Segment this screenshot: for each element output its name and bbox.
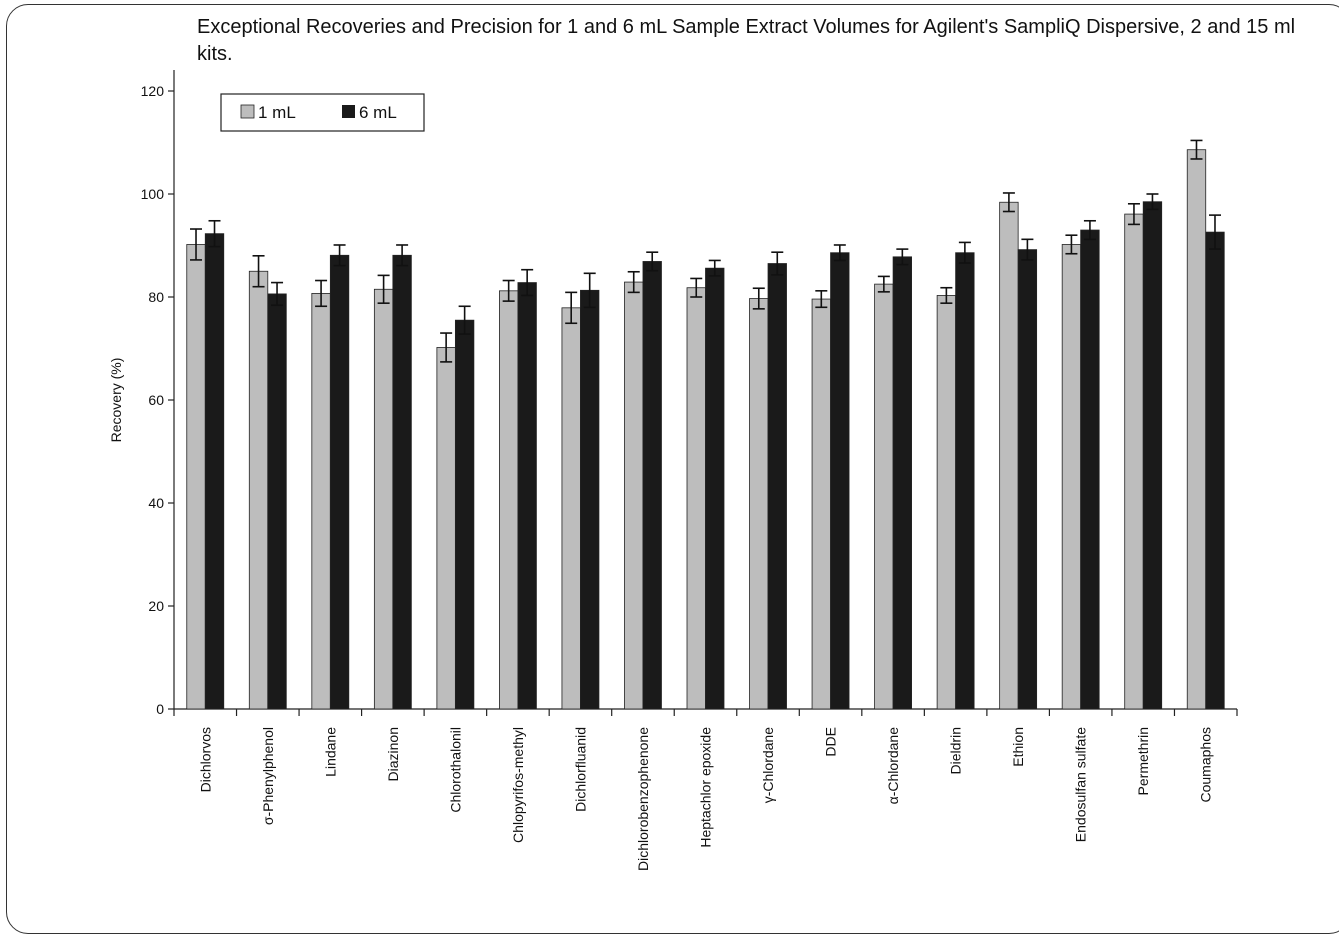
bar-6ml [580,289,600,710]
bar-6ml [830,252,850,710]
bar-6ml [1080,229,1100,710]
bar-6ml [204,233,225,710]
category-label: Heptachlor epoxide [698,727,714,848]
category-label: γ-Chlordane [760,727,776,803]
category-label: Dichlorobenzophenone [635,727,651,871]
bar-6ml [642,261,662,710]
bar-6ml [1017,249,1038,710]
y-tick-label: 120 [141,83,165,99]
bar-6ml [892,256,912,710]
category-label: Chlopyrifos-methyl [510,727,526,843]
y-tick-label: 60 [148,392,164,408]
bar-1ml [373,288,394,710]
legend-swatch-1ml [240,104,255,119]
bar-1ml [436,347,456,710]
bar-1ml [1124,213,1144,710]
category-label: Permethrin [1135,727,1151,795]
bar-6ml [267,293,287,710]
bar-6ml [329,254,350,710]
bar-1ml [311,292,331,710]
legend-box [220,93,425,132]
bar-1ml [874,283,894,710]
bar-1ml [624,281,644,710]
bar-1ml [1186,149,1207,710]
y-axis-title: Recovery (%) [108,358,124,443]
category-label: Endosulfan sulfate [1073,727,1089,842]
chart-title: Exceptional Recoveries and Precision for… [197,16,1296,65]
y-tick-label: 100 [141,186,165,202]
category-label: σ-Phenylphenol [260,727,276,825]
y-tick-label: 80 [148,289,164,305]
bar-1ml [186,244,206,710]
legend-label-1ml: 1 mL [258,103,296,122]
legend-label-6ml: 6 mL [359,103,397,122]
bar-chart: 0 20 40 60 80 100 120 Dichlorvos σ-Phenylphenol… [108,70,1238,871]
bar-1ml [561,307,581,710]
error-bars-layer [190,139,1221,363]
category-label: α-Chlordane [885,727,901,805]
category-label: Ethion [1010,727,1026,767]
legend-swatch-6ml [342,105,355,118]
bar-6ml [705,267,725,710]
category-label: Diazinon [385,727,401,781]
category-label: Lindane [322,727,338,777]
bar-1ml [686,287,706,710]
bars-layer [186,149,1225,710]
bar-6ml [517,282,537,710]
category-label: Dichlorfluanid [572,727,588,812]
bar-1ml [248,270,269,710]
bar-6ml [454,319,475,710]
y-tick-label: 40 [148,495,164,511]
category-label: Chlorothalonil [447,727,463,813]
bar-1ml [999,201,1019,710]
y-tick-label: 0 [156,701,164,717]
category-label: DDE [823,727,839,757]
y-axis: 0 20 40 60 80 100 120 [141,70,175,717]
bar-6ml [767,263,787,710]
bar-6ml [1205,231,1225,710]
bar-6ml [1142,201,1163,710]
legend: 1 mL 6 mL [220,93,425,132]
category-label: Coumaphos [1198,727,1214,803]
bar-6ml [955,252,975,710]
y-tick-label: 20 [148,598,164,614]
category-label: Dieldrin [948,727,964,774]
x-axis: Dichlorvos σ-Phenylphenol Lindane Diazinon C… [173,708,1238,871]
bar-6ml [392,254,412,710]
bar-1ml [499,290,519,710]
bar-1ml [811,298,831,710]
bar-1ml [936,295,957,710]
category-label: Dichlorvos [197,727,213,792]
bar-1ml [749,298,769,710]
bar-1ml [1061,244,1082,710]
